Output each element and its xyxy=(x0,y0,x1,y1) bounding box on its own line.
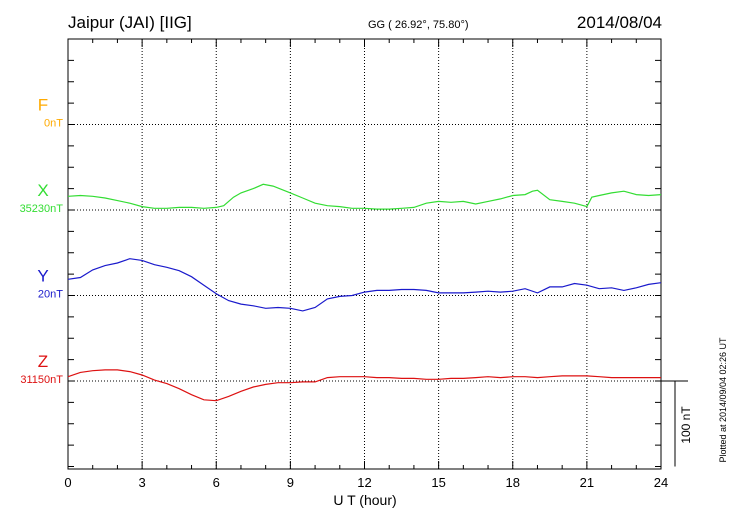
component-letter-x: X xyxy=(37,181,48,200)
x-tick-label: 15 xyxy=(431,475,445,490)
station-coordinates: GG ( 26.92°, 75.80°) xyxy=(368,19,469,31)
axis-ticks xyxy=(67,39,662,469)
plot-frame xyxy=(67,38,662,470)
plot-date: 2014/08/04 xyxy=(577,13,662,32)
x-tick-label: 18 xyxy=(506,475,520,490)
x-tick-labels: 0 3 6 9 12 15 18 21 24 xyxy=(64,475,668,490)
trace-y xyxy=(67,258,662,312)
x-tick-label: 3 xyxy=(139,475,146,490)
x-tick-label: 9 xyxy=(287,475,294,490)
x-tick-label: 21 xyxy=(580,475,594,490)
x-tick-label: 24 xyxy=(654,475,668,490)
scale-bar: 100 nT xyxy=(661,380,693,467)
component-letter-z: Z xyxy=(38,352,48,371)
component-baseline-f: 0nT xyxy=(44,118,63,130)
trace-z xyxy=(67,369,661,402)
plotted-at-note: Plotted at 2014/09/04 02:26 UT xyxy=(718,337,728,463)
x-tick-label: 6 xyxy=(213,475,220,490)
traces xyxy=(67,183,662,402)
component-labels: F 0nT X 35230nT Y 20nT Z 31150nT xyxy=(20,96,64,387)
component-baseline-y: 20nT xyxy=(38,289,63,301)
component-letter-y: Y xyxy=(37,267,48,286)
trace-x xyxy=(67,183,662,210)
component-baseline-z: 31150nT xyxy=(20,374,63,386)
x-axis-label: U T (hour) xyxy=(333,492,396,508)
component-letter-f: F xyxy=(38,96,48,115)
station-title: Jaipur (JAI) [IIG] xyxy=(68,13,192,32)
component-baseline-x: 35230nT xyxy=(20,203,64,215)
scale-bar-label: 100 nT xyxy=(679,406,693,444)
x-tick-label: 12 xyxy=(357,475,371,490)
grid xyxy=(68,39,661,469)
x-tick-label: 0 xyxy=(64,475,71,490)
